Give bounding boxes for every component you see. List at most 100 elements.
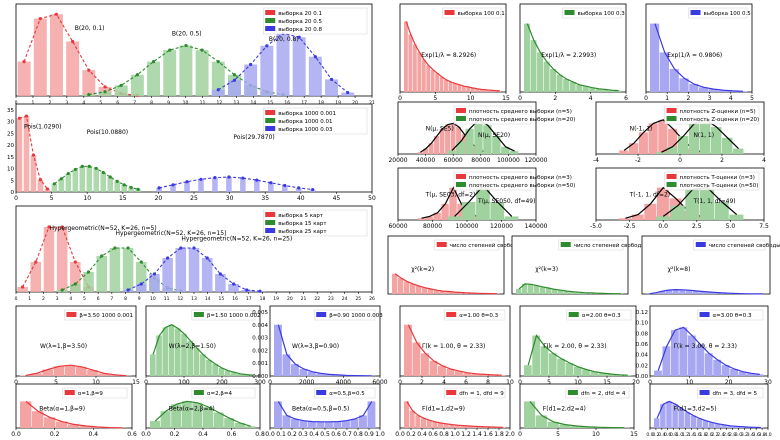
- data-point: [329, 77, 334, 81]
- y-tick-label: 0.04: [636, 353, 649, 359]
- legend-swatch: [455, 116, 466, 121]
- bar: [17, 61, 31, 96]
- bar: [206, 359, 212, 376]
- x-tick-label: 15: [502, 95, 510, 102]
- x-tick-label: 1: [28, 296, 31, 302]
- x-tick-label: 1.2: [682, 432, 689, 438]
- bar: [359, 415, 367, 428]
- legend-label: плотность Z-оценки (n=5): [680, 109, 756, 115]
- bar: [80, 426, 92, 428]
- bar: [747, 373, 755, 376]
- annotation-label: χ²(k=2): [411, 266, 434, 273]
- bar: [699, 87, 709, 92]
- bar: [654, 418, 660, 428]
- bar: [492, 136, 501, 154]
- bar: [721, 365, 730, 376]
- bar: [689, 84, 699, 92]
- bar: [203, 407, 213, 428]
- bar: [227, 80, 241, 96]
- bar: [244, 64, 258, 96]
- data-point: [73, 260, 77, 264]
- bar: [607, 374, 615, 376]
- bar: [668, 128, 678, 154]
- bar: [325, 421, 333, 428]
- x-tick-label: 1.0: [450, 431, 460, 438]
- x-tick-label: 0: [15, 296, 18, 302]
- bar: [704, 353, 713, 376]
- bar: [477, 426, 483, 428]
- bar: [619, 218, 632, 220]
- bar: [412, 44, 417, 92]
- bar: [212, 364, 218, 376]
- annotation-label: Hypergeometric(N=52, K=26, n=5): [50, 225, 157, 232]
- data-point: [103, 90, 107, 94]
- bar: [448, 81, 453, 92]
- x-tick-label: 1.0: [676, 432, 683, 438]
- bar: [429, 360, 438, 376]
- x-tick-label: 1.2: [461, 431, 471, 438]
- bar: [685, 189, 700, 220]
- data-point: [200, 48, 204, 52]
- bar: [187, 340, 194, 376]
- subplot-clt_norm: 20000 40000 60000 80000 100000 120000 плотност…: [388, 101, 575, 164]
- bar: [31, 373, 42, 376]
- x-tick-label: 0: [518, 379, 522, 386]
- bar: [656, 187, 669, 220]
- x-tick-label: 0.8: [439, 431, 449, 438]
- bar: [660, 404, 666, 428]
- annotation-label: F(d1=3,d2=5): [674, 405, 717, 412]
- x-tick-label: 40: [297, 195, 305, 202]
- bar: [534, 285, 540, 294]
- bar: [316, 421, 325, 428]
- x-tick-label: 0.0: [658, 223, 668, 230]
- legend-label: α=2.00 θ=0.3: [582, 313, 621, 319]
- bar: [93, 168, 100, 192]
- legend-label: dfn = 3, dfd = 5: [713, 391, 758, 397]
- bar: [213, 412, 224, 428]
- x-tick-label: 35: [261, 195, 269, 202]
- x-tick-label: 0.0: [11, 431, 21, 438]
- data-point: [139, 260, 143, 264]
- legend-swatch: [66, 312, 77, 317]
- x-tick-label: 0.0: [141, 431, 151, 438]
- x-tick-label: 2: [42, 296, 45, 302]
- x-tick-label: 0.8: [255, 431, 265, 438]
- x-tick-label: 10: [467, 95, 475, 102]
- legend-box: [693, 239, 766, 251]
- x-tick-label: 18: [318, 100, 324, 106]
- x-tick-label: 0.6: [664, 432, 671, 438]
- x-tick-label: 0: [398, 95, 402, 102]
- legend-swatch: [666, 182, 677, 187]
- x-tick-label: 4: [762, 157, 766, 164]
- bar: [65, 173, 72, 192]
- legend-label: плотность среднего выборки (n=50): [469, 183, 575, 189]
- data-point: [218, 272, 222, 276]
- x-tick-label: 6: [624, 95, 628, 102]
- x-tick-label: 7: [110, 296, 113, 302]
- x-tick-label: -2.5: [624, 223, 636, 230]
- x-tick-label: 15: [267, 100, 273, 106]
- bar: [425, 216, 433, 220]
- bar: [23, 116, 30, 192]
- annotation-label: B(20, 0.8): [269, 36, 299, 43]
- subplot-f1: 0.0 0.2 0.4 0.6 0.8 1.0 1.2 1.4 1.6 1.8 2.0 dfn = 1…: [395, 383, 515, 438]
- bar: [582, 369, 590, 376]
- x-tick-label: 0: [678, 157, 682, 164]
- x-tick-label: 1.8: [700, 432, 707, 438]
- data-point: [192, 246, 196, 250]
- annotation-label: Γ(k = 3.00, θ = 2.33): [674, 343, 737, 350]
- bar: [559, 424, 571, 428]
- bar: [291, 364, 299, 376]
- bar: [20, 401, 32, 428]
- x-tick-label: 3: [65, 100, 68, 106]
- legend-swatch: [666, 116, 677, 121]
- bar: [589, 87, 596, 92]
- bar: [662, 346, 671, 376]
- bar: [114, 85, 128, 96]
- data-point: [108, 175, 112, 179]
- bar: [608, 90, 615, 92]
- subplot-beta2: 0.0 0.2 0.4 0.6 0.8 α=2,β=4 Beta(α=2,β=4): [141, 383, 265, 438]
- legend-label: плотность среднего выборки (n=3): [469, 175, 572, 181]
- bar: [150, 354, 156, 376]
- data-point: [245, 288, 249, 292]
